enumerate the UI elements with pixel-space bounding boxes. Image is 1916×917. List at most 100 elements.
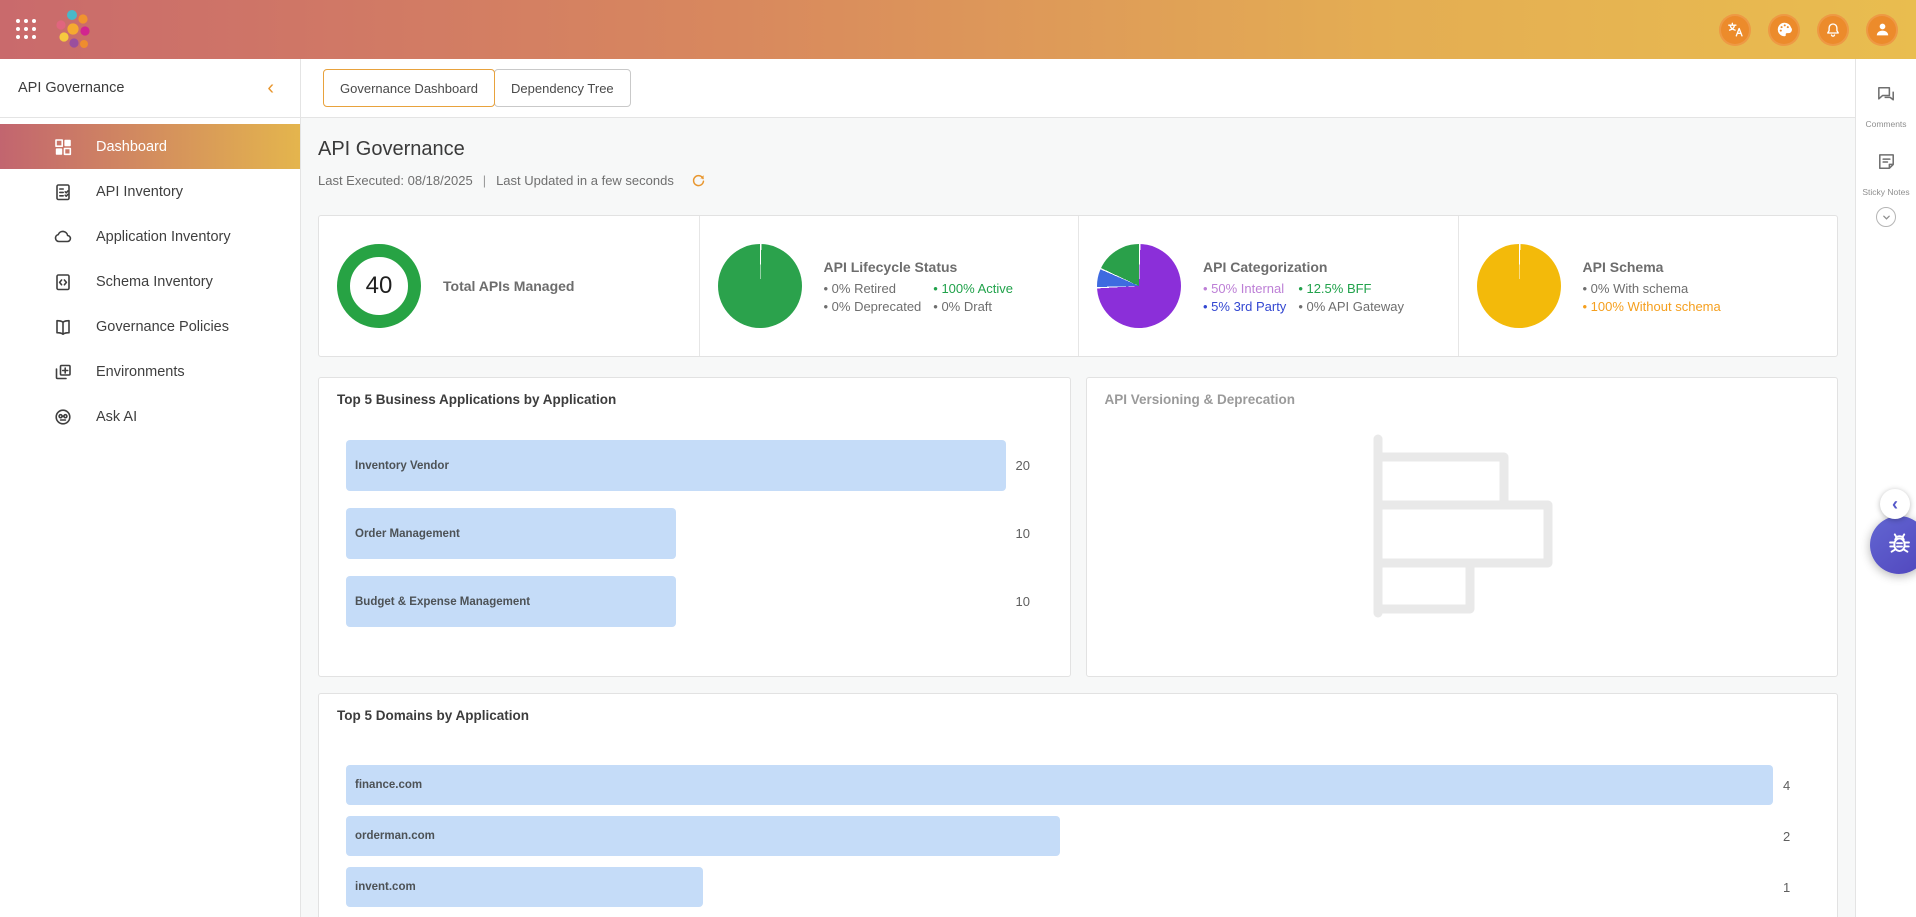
bar-value: 2	[1783, 828, 1791, 844]
total-apis-label: Total APIs Managed	[443, 278, 575, 294]
legend-item: • 12.5% BFF	[1298, 280, 1372, 296]
profile-icon[interactable]	[1866, 13, 1898, 46]
refresh-icon[interactable]	[690, 172, 707, 189]
sidebar-header: API Governance ‹	[0, 59, 300, 118]
legend-item: • 100% Active	[933, 280, 1013, 296]
legend-item: • 0% API Gateway	[1298, 298, 1405, 314]
bar-row: orderman.com 2	[346, 816, 1819, 856]
app-launcher-icon[interactable]	[16, 19, 37, 40]
sidebar-item-application-inventory[interactable]: Application Inventory	[0, 214, 300, 259]
sidebar-collapse-icon[interactable]: ‹	[267, 77, 274, 99]
last-updated-text: Last Updated in a few seconds	[496, 173, 674, 188]
top-domains-card: Top 5 Domains by Application finance.com…	[318, 693, 1838, 917]
bar-label: orderman.com	[355, 830, 435, 842]
empty-chart-placeholder-icon	[1105, 433, 1820, 619]
last-executed-text: Last Executed: 08/18/2025	[318, 173, 473, 188]
summary-card-row: 40 Total APIs Managed API Lifecycle Stat…	[318, 215, 1838, 357]
environments-icon	[53, 362, 73, 382]
bar[interactable]: invent.com	[346, 867, 703, 907]
sidebar-item-governance-policies[interactable]: Governance Policies	[0, 304, 300, 349]
api-versioning-card: API Versioning & Deprecation	[1085, 377, 1838, 677]
bar[interactable]: Inventory Vendor	[346, 440, 1006, 491]
top-app-bar	[0, 0, 1916, 59]
rail-chevron-down-icon[interactable]	[1876, 207, 1896, 227]
sidebar-item-api-inventory[interactable]: API Inventory	[0, 169, 300, 214]
bar-label: invent.com	[355, 881, 416, 893]
lifecycle-title: API Lifecycle Status	[823, 258, 958, 275]
assistant-bug-button[interactable]	[1870, 516, 1916, 574]
bar[interactable]: Order Management	[346, 508, 676, 559]
sidebar-item-ask-ai[interactable]: Ask AI	[0, 394, 300, 439]
schema-info: API Schema • 0% With schema • 100% Withou…	[1583, 259, 1721, 314]
lifecycle-pie	[717, 244, 802, 328]
bar-row: Inventory Vendor 20	[346, 440, 1052, 491]
total-apis-value: 40	[365, 272, 393, 299]
brand-logo[interactable]	[52, 7, 92, 53]
sidebar-nav: Dashboard API Inventory Application Invent…	[0, 118, 300, 439]
sidebar-item-label: Dashboard	[96, 138, 167, 155]
assistant-collapse-icon[interactable]: ‹	[1880, 489, 1910, 519]
bar[interactable]: Budget & Expense Management	[346, 576, 676, 627]
sticky-notes-button[interactable]: Sticky Notes	[1862, 151, 1910, 197]
legend-item: • 0% Deprecated	[823, 298, 922, 314]
legend-item: • 0% Draft	[933, 298, 993, 314]
sidebar-item-label: Application Inventory	[96, 228, 231, 245]
tab-dependency-tree[interactable]: Dependency Tree	[494, 69, 631, 107]
bar-value: 10	[1015, 594, 1030, 609]
sidebar-item-environments[interactable]: Environments	[0, 349, 300, 394]
notifications-icon[interactable]	[1817, 13, 1849, 46]
topbar-actions	[1719, 13, 1898, 46]
meta-separator: |	[482, 173, 487, 188]
api-versioning-title: API Versioning & Deprecation	[1104, 392, 1296, 407]
top-domains-title: Top 5 Domains by Application	[337, 708, 530, 723]
sidebar-item-dashboard[interactable]: Dashboard	[0, 124, 300, 169]
sticky-notes-label: Sticky Notes	[1862, 187, 1910, 197]
bar-track: invent.com	[346, 867, 1773, 907]
bar[interactable]: finance.com	[346, 765, 1773, 805]
schema-legend: • 0% With schema • 100% Without schema	[1583, 281, 1721, 314]
bar-row: Order Management 10	[346, 508, 1052, 559]
bar-label: Budget & Expense Management	[355, 595, 531, 608]
application-inventory-icon	[53, 227, 73, 247]
sidebar-item-label: Ask AI	[96, 408, 138, 425]
categorization-title: API Categorization	[1203, 258, 1328, 275]
summary-categorization: API Categorization • 50% Internal • 12.5%…	[1078, 216, 1458, 356]
sidebar-item-label: Environments	[96, 363, 185, 380]
schema-inventory-icon	[53, 272, 73, 292]
categorization-info: API Categorization • 50% Internal • 12.5%…	[1203, 259, 1404, 314]
sidebar-item-label: Schema Inventory	[96, 273, 213, 290]
bar-track: finance.com	[346, 765, 1773, 805]
summary-schema: API Schema • 0% With schema • 100% Withou…	[1457, 216, 1838, 356]
comments-icon	[1875, 83, 1898, 111]
sidebar-title: API Governance	[18, 80, 125, 96]
charts-row: Top 5 Business Applications by Applicati…	[318, 377, 1838, 677]
main-content: API Governance Last Executed: 08/18/2025…	[300, 117, 1856, 917]
categorization-pie	[1097, 244, 1181, 328]
tab-governance-dashboard[interactable]: Governance Dashboard	[323, 69, 496, 107]
bar-value: 10	[1015, 526, 1030, 541]
api-inventory-icon	[53, 182, 73, 202]
language-icon[interactable]	[1719, 13, 1751, 46]
bar-label: finance.com	[355, 779, 423, 791]
bar-row: finance.com 4	[346, 765, 1819, 805]
schema-pie	[1476, 244, 1561, 328]
bar-track: Order Management	[346, 508, 1006, 559]
right-rail: Comments Sticky Notes	[1855, 59, 1916, 917]
dashboard-icon	[53, 137, 73, 157]
theme-icon[interactable]	[1768, 13, 1800, 46]
sidebar-item-schema-inventory[interactable]: Schema Inventory	[0, 259, 300, 304]
top-business-apps-chart: Inventory Vendor 20 Order Management 10 Budg…	[337, 440, 1052, 627]
governance-policies-icon	[53, 317, 73, 337]
total-apis-donut: 40	[337, 244, 421, 328]
comments-button[interactable]: Comments	[1865, 83, 1907, 129]
bar-value: 4	[1783, 777, 1791, 793]
lifecycle-info: API Lifecycle Status • 0% Retired • 100% …	[824, 259, 1014, 314]
sidebar: API Governance ‹ Dashboard API Inventory A…	[0, 59, 301, 917]
bar-value: 20	[1015, 458, 1030, 473]
sticky-notes-icon	[1875, 151, 1898, 179]
bar[interactable]: orderman.com	[346, 816, 1060, 856]
bar-row: invent.com 1	[346, 867, 1819, 907]
legend-item: • 50% Internal	[1203, 280, 1285, 296]
bar-value: 1	[1783, 879, 1791, 895]
schema-title: API Schema	[1582, 258, 1664, 275]
